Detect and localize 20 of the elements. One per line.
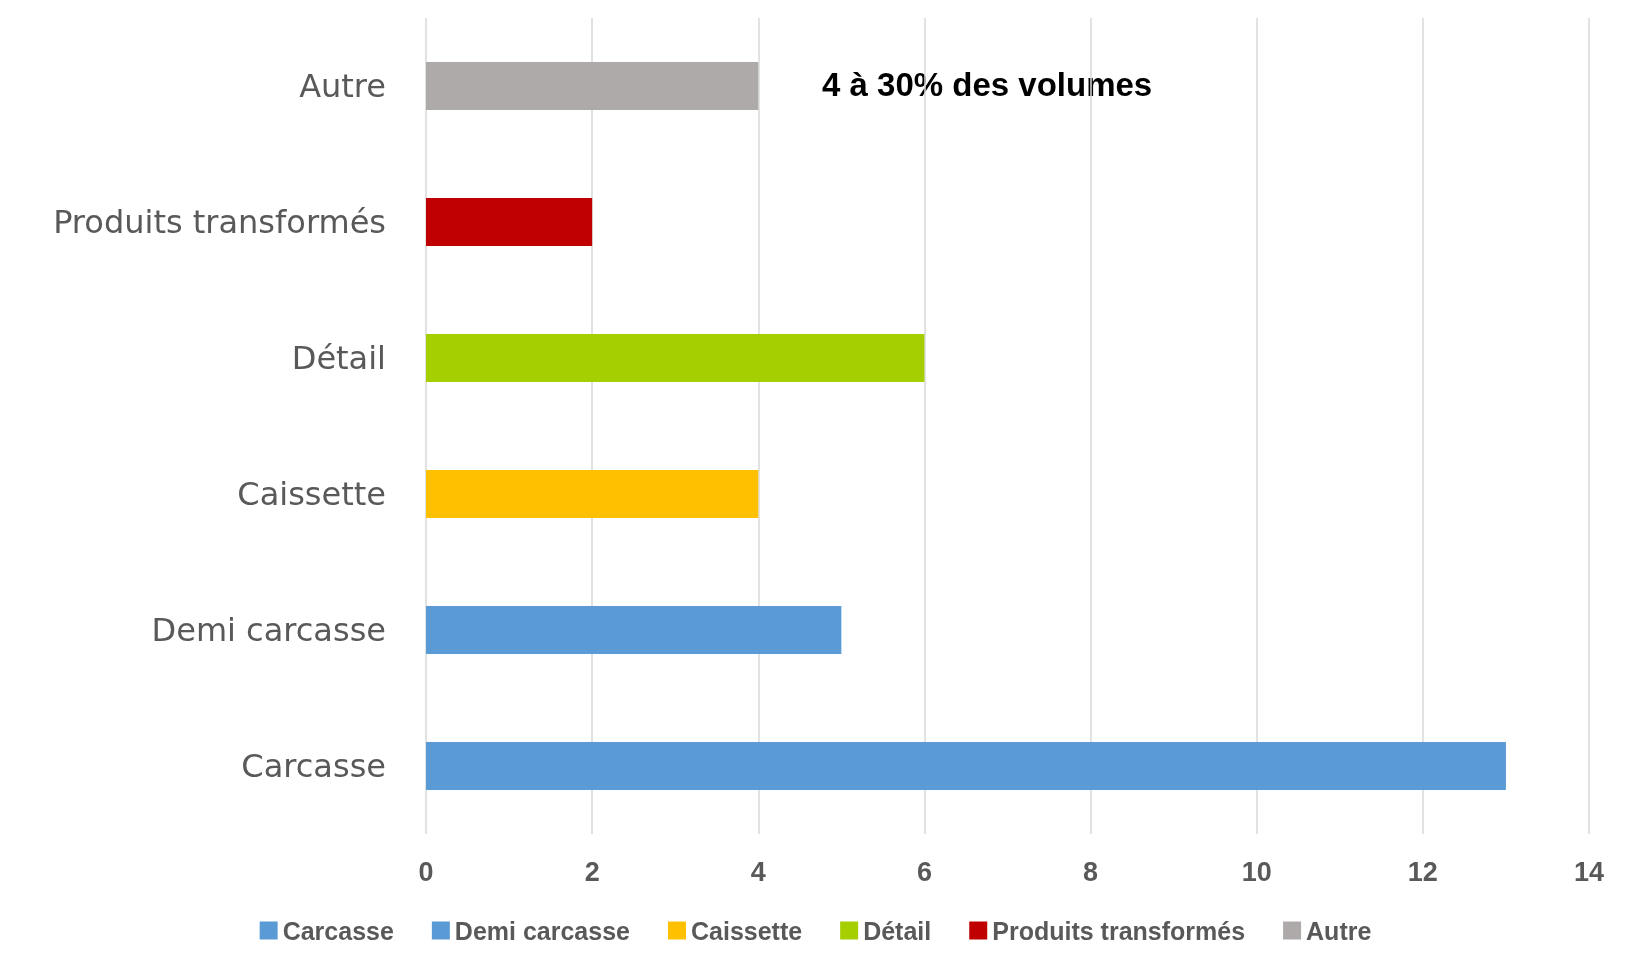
y-tick-label: Détail xyxy=(291,339,386,377)
x-tick-label: 2 xyxy=(584,856,600,887)
legend-label: Caissette xyxy=(690,916,803,945)
x-tick-label: 12 xyxy=(1407,856,1438,887)
y-tick-label: Autre xyxy=(299,67,386,105)
annotation: 4 à 30% des volumes xyxy=(822,66,1153,103)
x-tick-label: 6 xyxy=(916,856,932,887)
legend-label: Produits transformés xyxy=(992,916,1246,945)
x-tick-label: 8 xyxy=(1083,856,1099,887)
x-tick-label: 0 xyxy=(418,856,434,887)
y-tick-label: Produits transformés xyxy=(53,203,386,241)
x-tick-label: 10 xyxy=(1241,856,1272,887)
x-tick-label: 14 xyxy=(1573,856,1605,887)
y-tick-label: Demi carcasse xyxy=(151,611,386,649)
legend-label: Demi carcasse xyxy=(454,916,631,945)
legend-label: Détail xyxy=(863,916,932,945)
x-tick-label: 4 xyxy=(750,856,766,887)
y-tick-label: Caissette xyxy=(237,475,386,513)
y-tick-label: Carcasse xyxy=(241,747,386,785)
legend-label: Autre xyxy=(1306,916,1372,945)
